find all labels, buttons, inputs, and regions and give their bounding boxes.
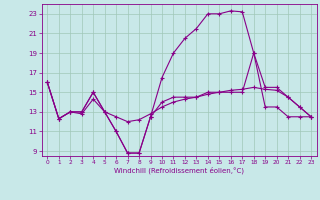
X-axis label: Windchill (Refroidissement éolien,°C): Windchill (Refroidissement éolien,°C) xyxy=(114,167,244,174)
